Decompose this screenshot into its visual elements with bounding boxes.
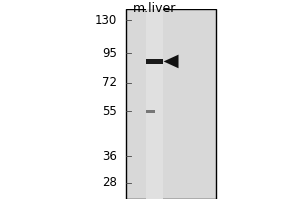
Text: 72: 72 bbox=[102, 76, 117, 89]
Text: 130: 130 bbox=[95, 14, 117, 27]
Bar bbox=[146, 59, 163, 64]
Text: 28: 28 bbox=[102, 176, 117, 189]
Bar bbox=[146, 110, 155, 113]
Bar bbox=[126, 9, 216, 199]
Text: 95: 95 bbox=[102, 47, 117, 60]
Text: 55: 55 bbox=[102, 105, 117, 118]
Text: 36: 36 bbox=[102, 150, 117, 163]
Polygon shape bbox=[164, 55, 178, 68]
Text: m.liver: m.liver bbox=[133, 2, 176, 15]
Bar bbox=[146, 9, 163, 199]
